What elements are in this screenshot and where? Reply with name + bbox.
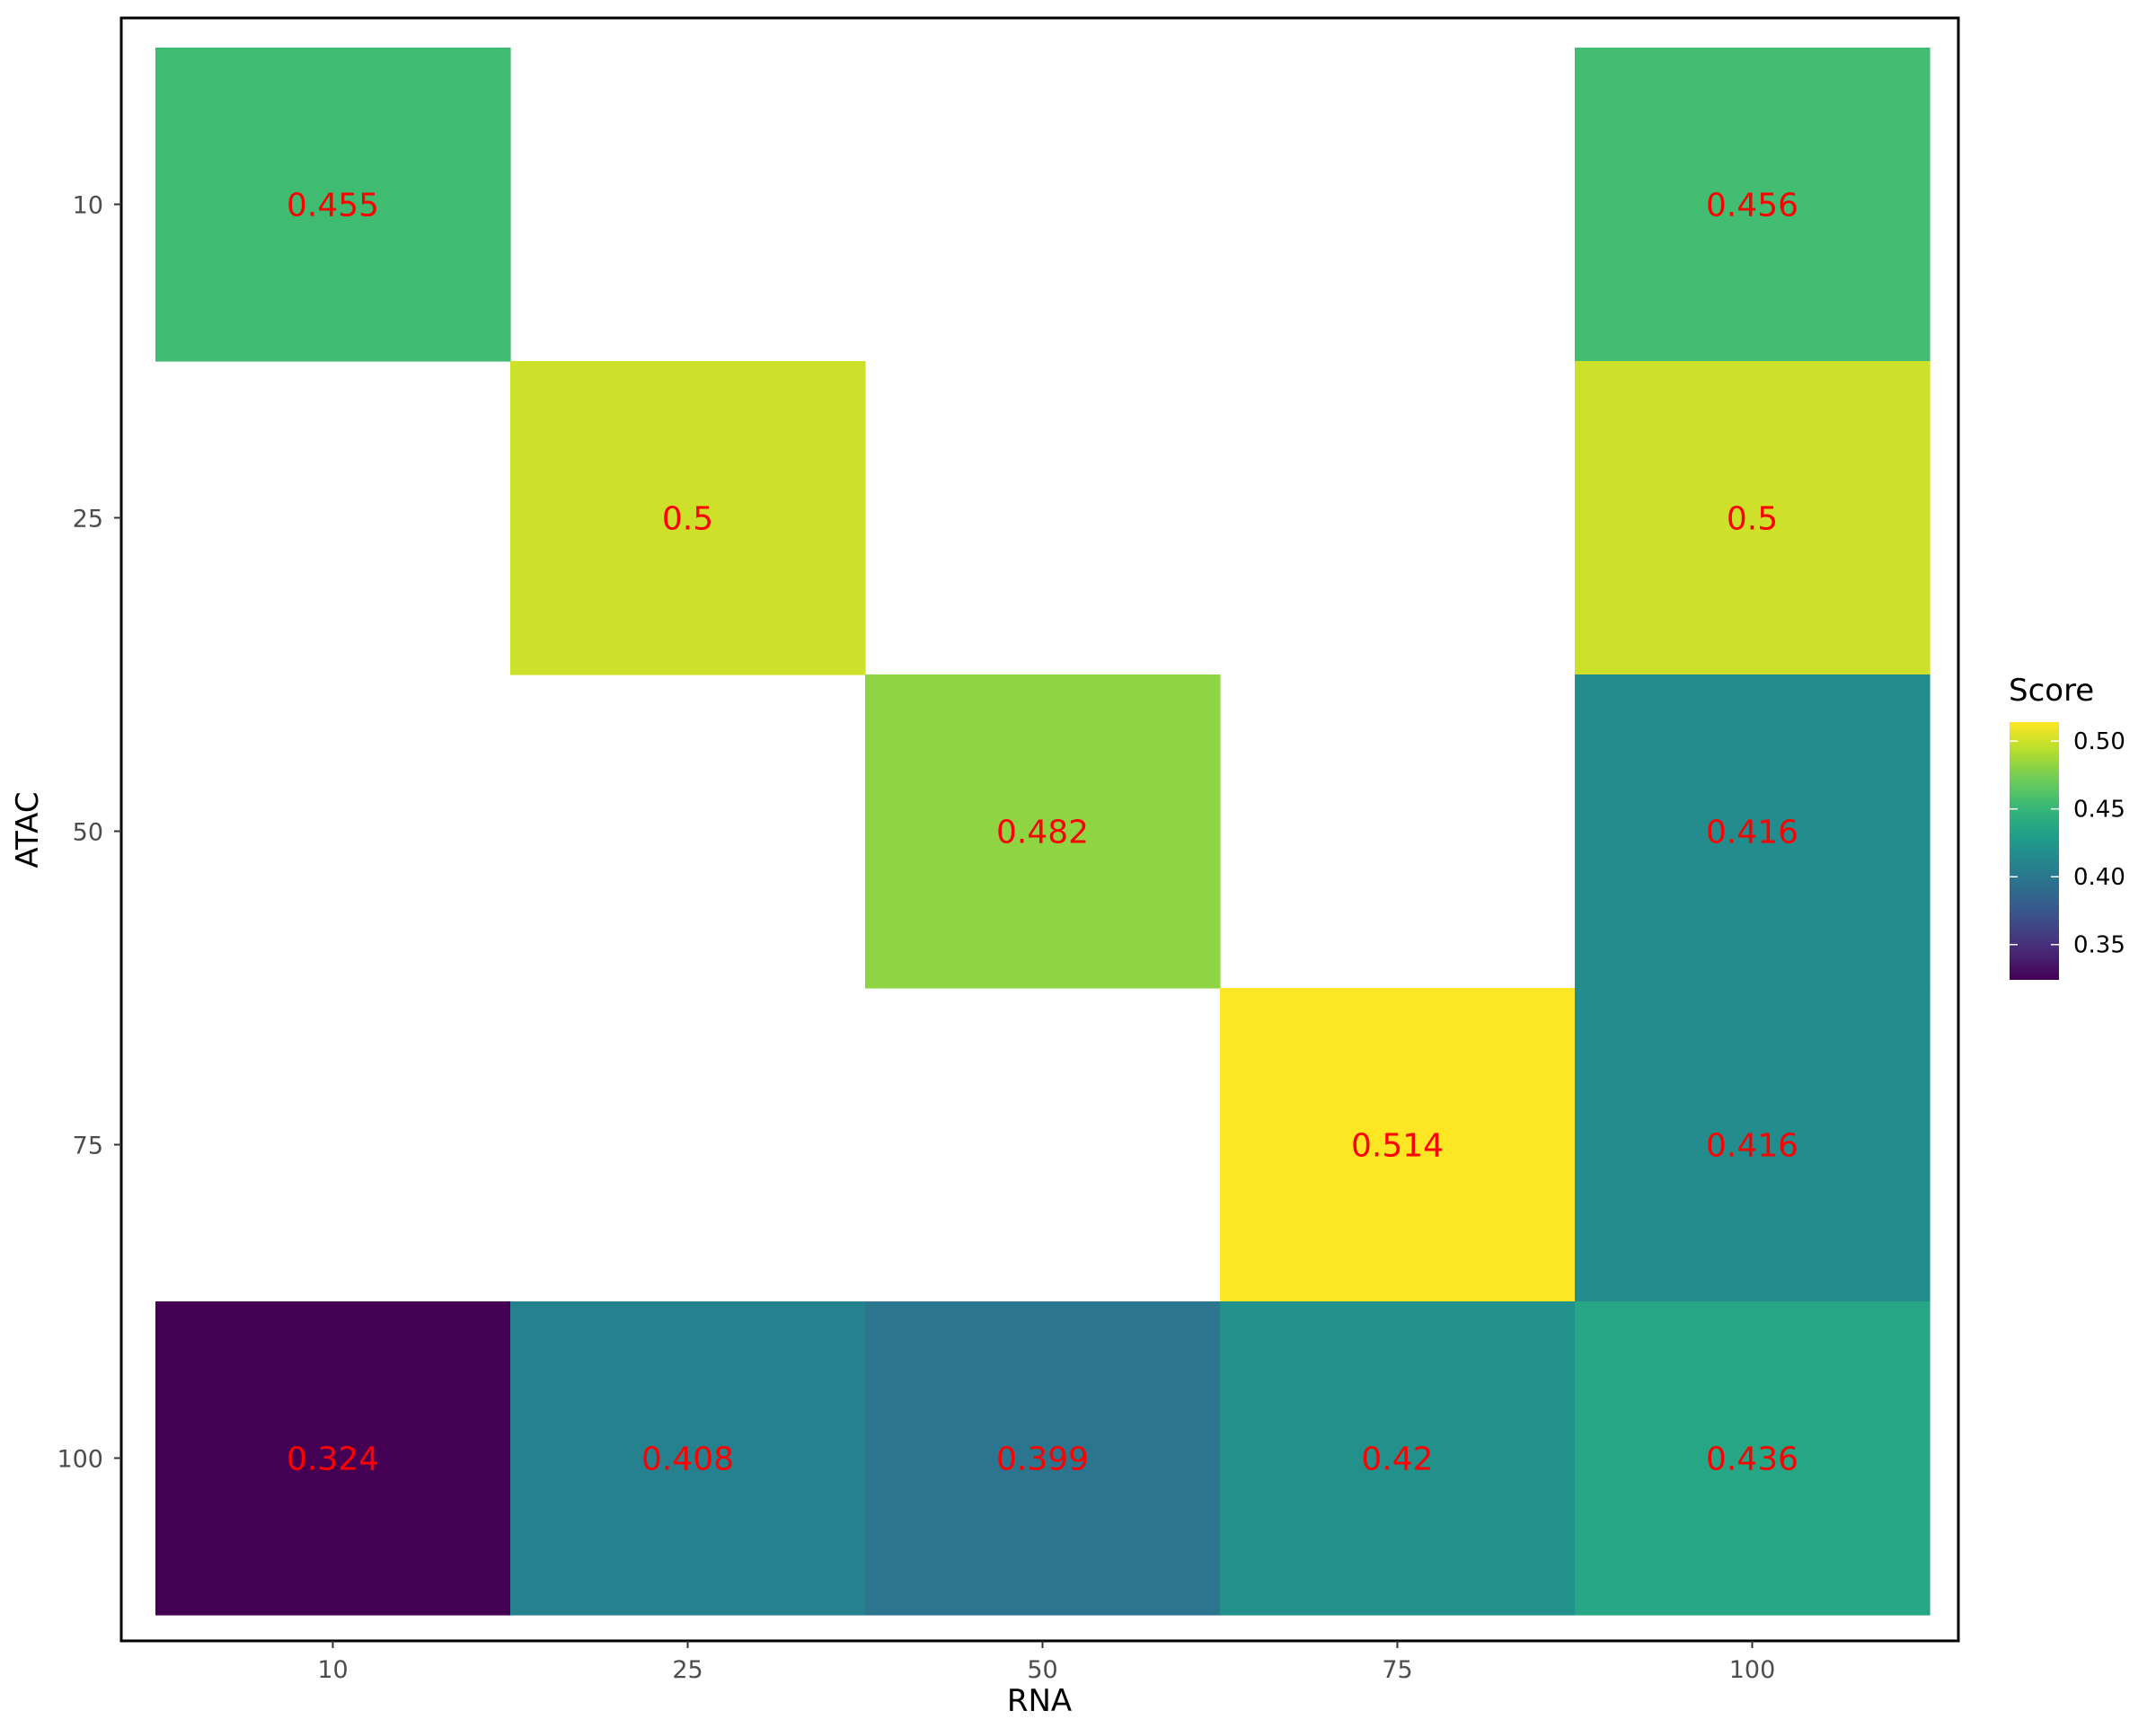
- cell-value-label: 0.42: [1361, 1441, 1433, 1478]
- cell-value-label: 0.416: [1706, 1128, 1798, 1165]
- heatmap-cell-rna-50-atac-50: [865, 674, 1221, 989]
- cell-value-label: 0.482: [996, 815, 1089, 851]
- cell-value-label: 0.399: [996, 1441, 1089, 1478]
- heatmap-cell-rna-100-atac-100: [1575, 1301, 1931, 1616]
- legend-tick-label: 0.40: [2073, 864, 2125, 891]
- heatmap-cell-rna-25-atac-25: [510, 361, 866, 675]
- cell-value-label: 0.456: [1706, 188, 1798, 225]
- x-tick-label: 10: [317, 1656, 348, 1684]
- y-tick-label: 25: [73, 506, 103, 533]
- heatmap-cell-rna-10-atac-10: [155, 48, 511, 362]
- x-tick-label: 100: [1729, 1656, 1776, 1684]
- legend-tick-label: 0.50: [2073, 728, 2125, 755]
- y-tick-label: 50: [73, 819, 103, 847]
- legend-tick-label: 0.45: [2073, 797, 2125, 824]
- heatmap-cell-rna-100-atac-10: [1575, 48, 1931, 362]
- heatmap-cell-rna-50-atac-100: [865, 1301, 1221, 1616]
- panel-border: [119, 16, 1960, 1643]
- x-tick-label: 50: [1027, 1656, 1057, 1684]
- heatmap-cell-rna-100-atac-25: [1575, 361, 1931, 675]
- legend-tick-label: 0.35: [2073, 932, 2125, 959]
- cell-value-label: 0.455: [287, 188, 379, 225]
- cell-value-label: 0.514: [1351, 1128, 1444, 1165]
- cell-value-label: 0.5: [1727, 501, 1778, 538]
- cell-value-label: 0.416: [1706, 815, 1798, 851]
- heatmap-cell-rna-25-atac-100: [510, 1301, 866, 1616]
- x-tick-label: 75: [1382, 1656, 1412, 1684]
- y-tick-label: 75: [73, 1133, 103, 1160]
- heatmap-cell-rna-10-atac-100: [155, 1301, 511, 1616]
- heatmap-cell-rna-100-atac-50: [1575, 674, 1931, 989]
- cell-value-label: 0.5: [662, 501, 713, 538]
- y-tick-label: 100: [57, 1446, 103, 1474]
- heatmap-cell-rna-75-atac-75: [1220, 988, 1576, 1302]
- legend-colorbar: [2010, 722, 2059, 980]
- legend-title: Score: [2009, 673, 2094, 709]
- heatmap-cell-rna-75-atac-100: [1220, 1301, 1576, 1616]
- cell-value-label: 0.408: [641, 1441, 734, 1478]
- cell-value-label: 0.324: [287, 1441, 379, 1478]
- x-axis-title: RNA: [1007, 1683, 1072, 1719]
- y-tick-label: 10: [73, 192, 103, 220]
- y-axis-title: ATAC: [10, 791, 46, 868]
- x-tick-label: 25: [672, 1656, 702, 1684]
- heatmap-cell-rna-100-atac-75: [1575, 988, 1931, 1302]
- cell-value-label: 0.436: [1706, 1441, 1798, 1478]
- legend: Score 0.35 0.40 0.45 0.50: [2009, 673, 2125, 980]
